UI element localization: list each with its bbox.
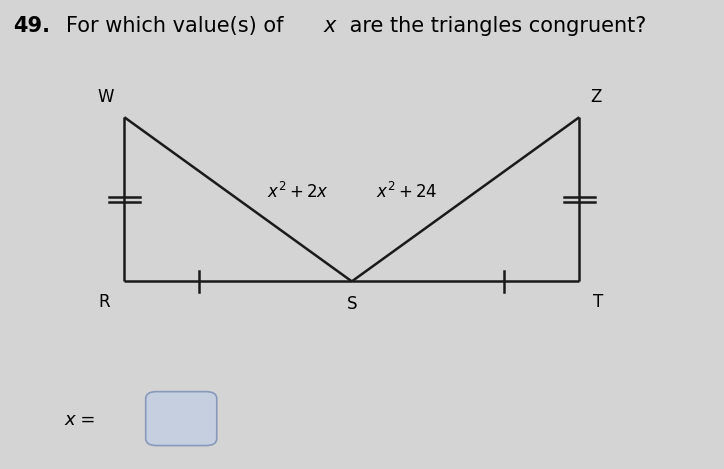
Text: 49.: 49. (13, 16, 50, 37)
Text: x =: x = (64, 411, 96, 429)
Text: W: W (97, 88, 114, 106)
Text: $x^2 + 2x$: $x^2 + 2x$ (266, 182, 329, 202)
Text: are the triangles congruent?: are the triangles congruent? (343, 16, 647, 37)
Text: $x^2 + 24$: $x^2 + 24$ (376, 182, 437, 202)
Text: R: R (98, 293, 110, 311)
Text: For which value(s) of: For which value(s) of (66, 16, 290, 37)
Text: Z: Z (590, 88, 601, 106)
Text: T: T (594, 293, 604, 311)
FancyBboxPatch shape (146, 392, 216, 446)
Text: $x$: $x$ (324, 16, 338, 37)
Text: S: S (347, 295, 357, 313)
